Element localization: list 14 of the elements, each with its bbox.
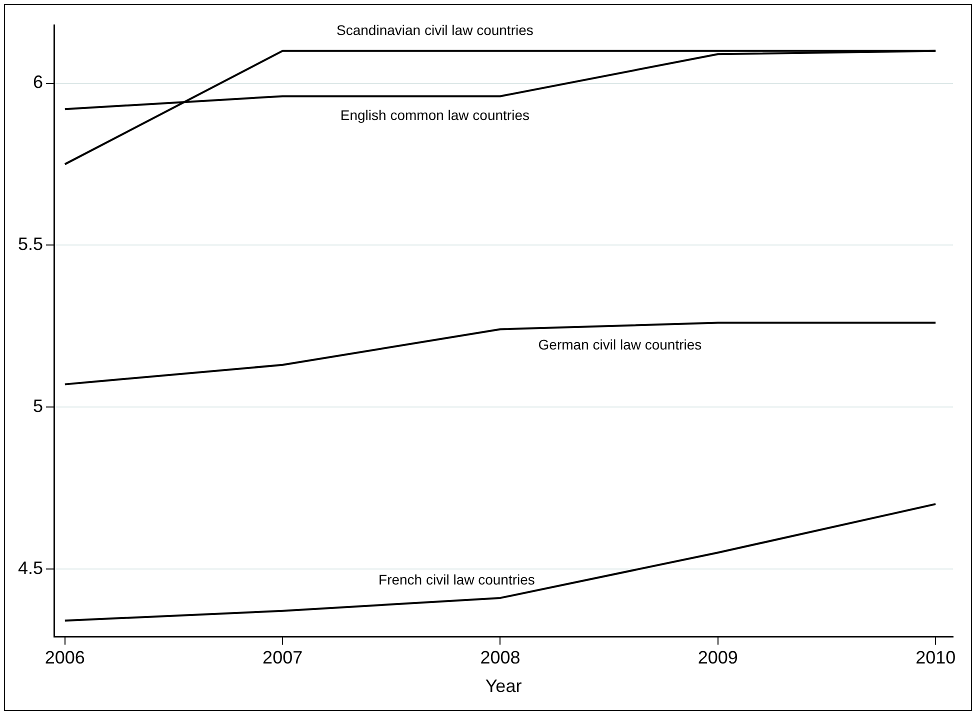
x-tick-label: 2009 — [698, 648, 738, 668]
series-label: French civil law countries — [378, 571, 535, 588]
y-tick-label: 5.5 — [18, 234, 44, 254]
x-tick-label: 2006 — [44, 648, 85, 668]
x-tick-label: 2007 — [262, 648, 303, 668]
y-tick-label: 5 — [33, 396, 44, 416]
x-axis-title: Year — [485, 676, 522, 696]
series-label: Scandinavian civil law countries — [336, 22, 534, 38]
series-label: German civil law countries — [538, 336, 702, 353]
x-tick-label: 2010 — [916, 648, 956, 668]
y-tick-label: 4.5 — [18, 558, 44, 578]
y-tick-label: 6 — [33, 72, 44, 92]
x-tick-label: 2008 — [480, 648, 520, 668]
series-label: English common law countries — [340, 107, 530, 124]
